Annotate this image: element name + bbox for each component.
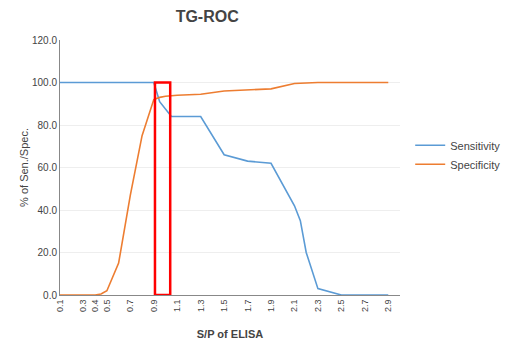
svg-text:0.0: 0.0: [43, 290, 57, 301]
svg-text:% of Sen./Spec.: % of Sen./Spec.: [18, 128, 30, 207]
svg-text:80.0: 80.0: [38, 120, 58, 131]
svg-text:0.4: 0.4: [90, 300, 100, 313]
svg-text:2.3: 2.3: [313, 300, 323, 313]
svg-text:TG-ROC: TG-ROC: [176, 8, 240, 25]
svg-text:S/P of ELISA: S/P of ELISA: [197, 328, 263, 340]
svg-text:2.9: 2.9: [383, 300, 393, 313]
svg-text:1.3: 1.3: [196, 300, 206, 313]
svg-text:0.9: 0.9: [149, 300, 159, 313]
svg-text:Specificity: Specificity: [450, 159, 500, 171]
svg-text:40.0: 40.0: [38, 205, 58, 216]
svg-text:2.5: 2.5: [336, 300, 346, 313]
svg-text:60.0: 60.0: [38, 162, 58, 173]
svg-text:Sensitivity: Sensitivity: [450, 140, 500, 152]
svg-text:20.0: 20.0: [38, 247, 58, 258]
svg-text:100.0: 100.0: [32, 77, 57, 88]
svg-text:0.1: 0.1: [55, 300, 65, 313]
svg-text:1.1: 1.1: [172, 300, 182, 313]
svg-text:0.7: 0.7: [125, 300, 135, 313]
svg-text:0.3: 0.3: [78, 300, 88, 313]
svg-text:0.5: 0.5: [102, 300, 112, 313]
svg-text:2.1: 2.1: [289, 300, 299, 313]
svg-text:1.9: 1.9: [266, 300, 276, 313]
svg-text:1.5: 1.5: [219, 300, 229, 313]
svg-text:1.7: 1.7: [243, 300, 253, 313]
svg-text:120.0: 120.0: [32, 35, 57, 46]
svg-text:2.7: 2.7: [360, 300, 370, 313]
